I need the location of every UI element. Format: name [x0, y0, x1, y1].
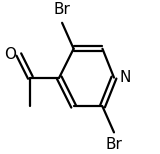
Text: N: N — [120, 70, 131, 85]
Text: Br: Br — [54, 2, 71, 17]
Text: O: O — [4, 47, 16, 62]
Text: Br: Br — [106, 137, 122, 152]
